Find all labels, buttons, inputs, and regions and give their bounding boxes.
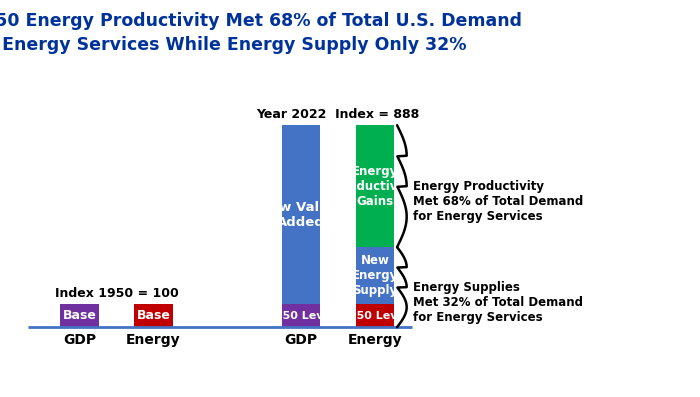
Text: GDP: GDP <box>285 333 318 347</box>
Text: for Energy Services: for Energy Services <box>412 210 542 223</box>
Text: Energy Supplies: Energy Supplies <box>412 281 519 294</box>
Text: GDP: GDP <box>63 333 96 347</box>
Text: Index 1950 = 100: Index 1950 = 100 <box>55 287 178 301</box>
Text: Energy: Energy <box>126 333 181 347</box>
Text: Energy Productivity: Energy Productivity <box>412 180 544 193</box>
Text: 1950 Level: 1950 Level <box>267 311 335 321</box>
Text: Met 32% of Total Demand: Met 32% of Total Demand <box>412 296 582 309</box>
Text: Met 68% of Total Demand: Met 68% of Total Demand <box>412 195 583 208</box>
Text: New
Energy
Supply: New Energy Supply <box>352 254 398 297</box>
Bar <box>60 304 99 327</box>
Text: Base: Base <box>136 309 170 322</box>
Text: Since 1950 Energy Productivity Met 68% of Total U.S. Demand
for Energy Services : Since 1950 Energy Productivity Met 68% o… <box>0 12 522 54</box>
Bar <box>356 247 394 304</box>
Bar <box>282 304 321 327</box>
Bar <box>134 304 173 327</box>
Bar <box>282 125 321 304</box>
Bar <box>356 304 394 327</box>
Text: 1950 Level: 1950 Level <box>341 311 409 321</box>
Bar <box>356 125 394 247</box>
Text: Base: Base <box>63 309 97 322</box>
Text: Energy
Productivity
Gains: Energy Productivity Gains <box>335 165 415 208</box>
Text: New Value-
Added: New Value- Added <box>259 201 343 229</box>
Text: Energy: Energy <box>348 333 402 347</box>
Text: for Energy Services: for Energy Services <box>412 311 542 324</box>
Text: Year 2022  Index = 888: Year 2022 Index = 888 <box>256 108 420 121</box>
